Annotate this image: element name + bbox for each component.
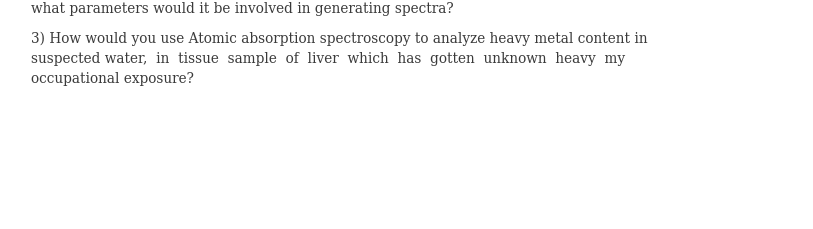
Text: 3) How would you use Atomic absorption spectroscopy to analyze heavy metal conte: 3) How would you use Atomic absorption s… <box>31 32 647 46</box>
Text: what parameters would it be involved in generating spectra?: what parameters would it be involved in … <box>31 2 453 16</box>
Text: occupational exposure?: occupational exposure? <box>31 72 193 86</box>
Text: suspected water,  in  tissue  sample  of  liver  which  has  gotten  unknown  he: suspected water, in tissue sample of liv… <box>31 52 624 66</box>
